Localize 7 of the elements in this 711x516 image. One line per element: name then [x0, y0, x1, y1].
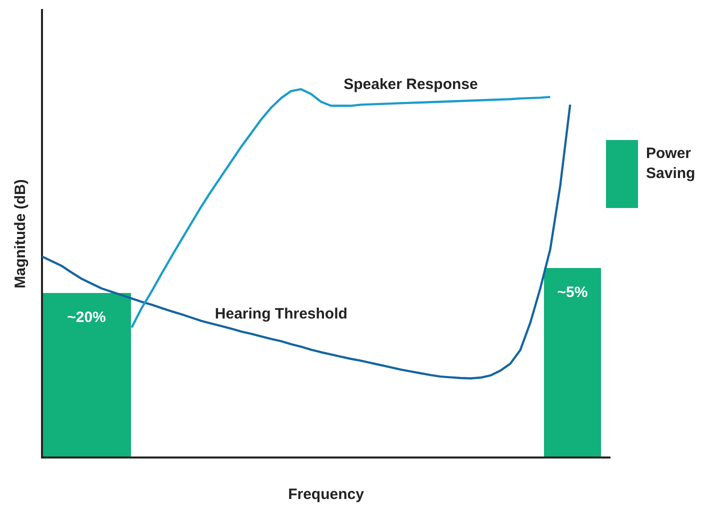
y-axis-title: Magnitude (dB) [12, 179, 30, 288]
x-axis-title: Frequency [288, 486, 365, 504]
text: Power Saving [646, 144, 696, 184]
series-label: Speaker Response [344, 76, 478, 93]
annotation: ~20% [66, 308, 107, 326]
annotation: ~5% [556, 284, 589, 301]
series-label: Hearing Threshold [214, 305, 348, 322]
